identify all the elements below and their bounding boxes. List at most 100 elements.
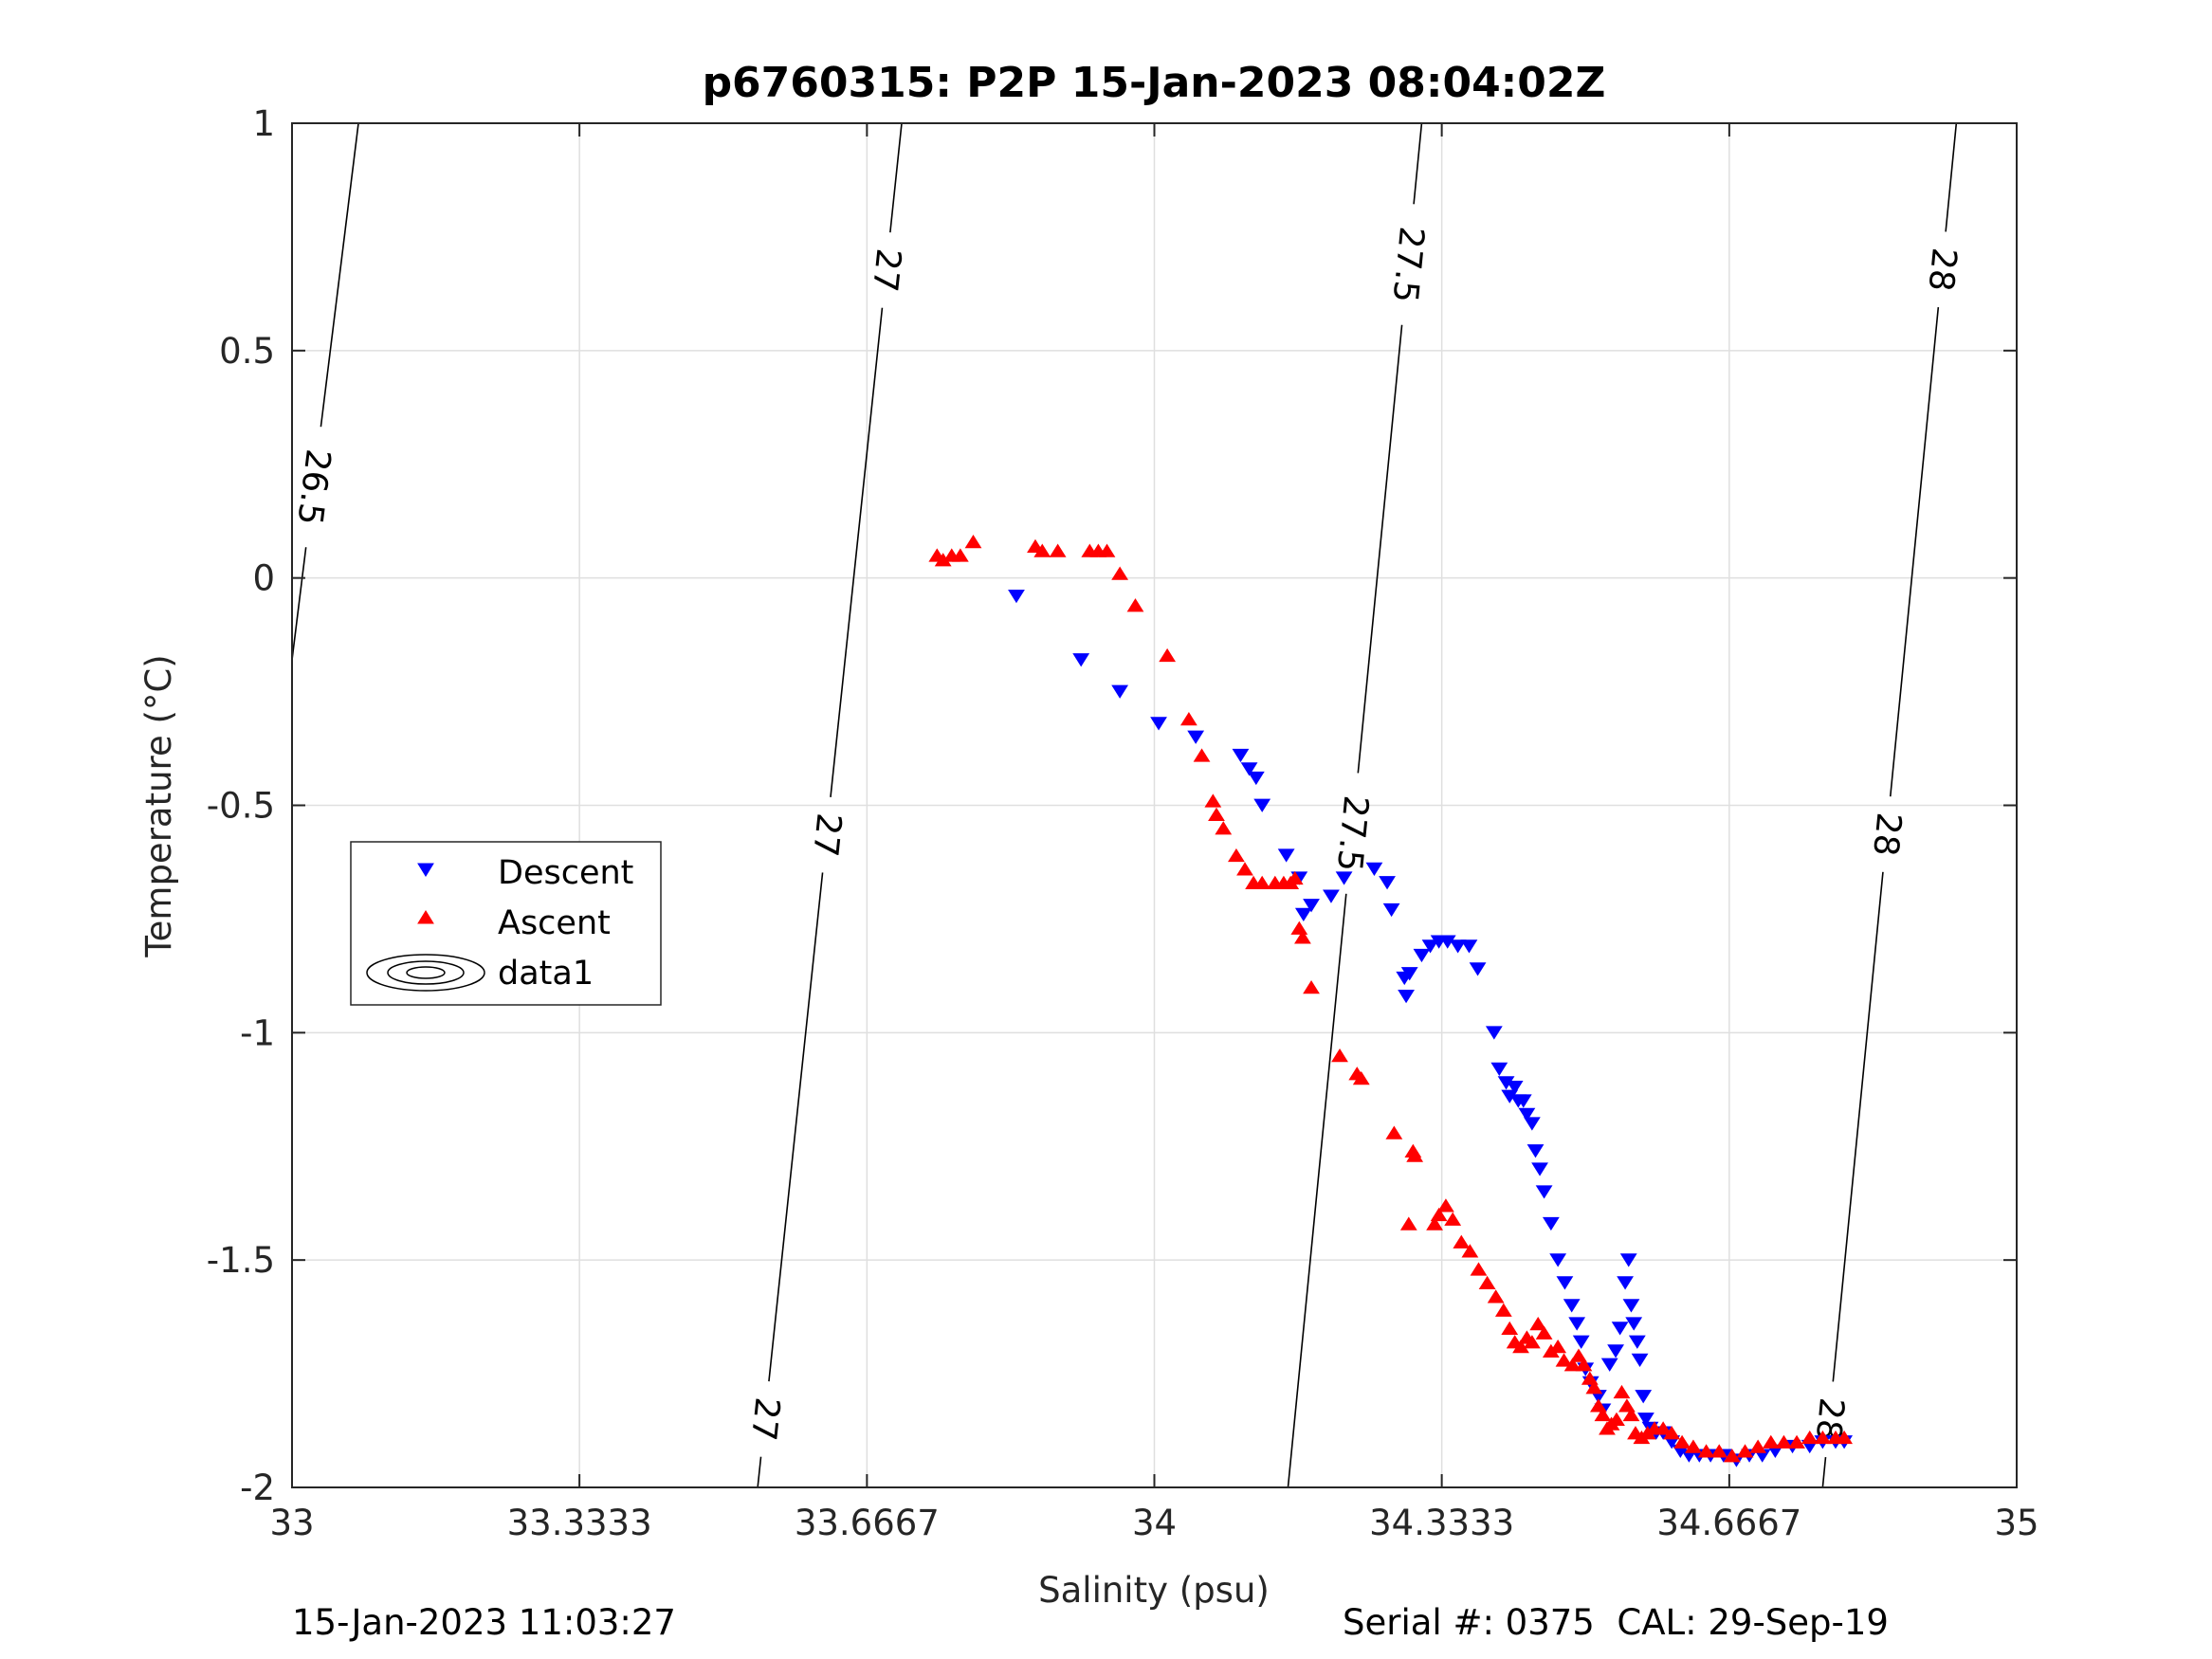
ascent-point xyxy=(1762,1434,1780,1449)
descent-point xyxy=(1247,771,1265,786)
descent-point xyxy=(1187,730,1205,744)
ascent-point xyxy=(1710,1444,1728,1458)
density-contour-segment xyxy=(1945,122,1958,232)
ascent-point xyxy=(1697,1444,1715,1458)
ascent-point xyxy=(1426,1216,1443,1231)
ascent-point xyxy=(1126,598,1144,612)
descent-point xyxy=(1563,1299,1581,1313)
x-axis-ticks: 33 33.3333 33.6667 34 34.3333 34.6667 35 xyxy=(269,123,2039,1543)
y-tick-label: -1.5 xyxy=(207,1240,275,1281)
descent-point xyxy=(1253,798,1271,812)
ascent-point xyxy=(1594,1407,1612,1422)
descent-point xyxy=(1572,1335,1590,1349)
descent-point xyxy=(1294,907,1312,921)
ascent-point xyxy=(1814,1430,1832,1445)
descent-point xyxy=(1072,653,1090,667)
ascent-point xyxy=(964,534,982,549)
ascent-point xyxy=(1555,1353,1573,1367)
descent-point xyxy=(1619,1253,1637,1267)
ascent-point xyxy=(1622,1407,1640,1422)
descent-point xyxy=(1568,1317,1586,1331)
ascent-point xyxy=(1179,712,1197,726)
ascent-point xyxy=(1228,848,1245,863)
x-axis-label: Salinity (psu) xyxy=(1038,1570,1270,1611)
descent-point xyxy=(1421,939,1439,954)
descent-point xyxy=(1526,1144,1545,1158)
footer-serial-cal: Serial #: 0375 CAL: 29-Sep-19 xyxy=(1343,1602,1889,1643)
descent-point xyxy=(1518,1107,1536,1122)
ascent-point xyxy=(1723,1449,1741,1463)
data-points xyxy=(928,534,1854,1468)
density-contour-label: 27 xyxy=(865,246,908,294)
descent-point xyxy=(1490,1062,1508,1077)
density-contour-label: 28 xyxy=(1865,811,1908,858)
x-tick-label: 35 xyxy=(1994,1503,2038,1543)
density-contour-label: 27 xyxy=(805,811,849,859)
ascent-point xyxy=(1836,1430,1854,1445)
x-tick-label: 34 xyxy=(1132,1503,1177,1543)
legend-box xyxy=(350,841,662,1006)
ascent-point xyxy=(1399,1216,1417,1231)
legend-descent-marker xyxy=(417,863,434,877)
density-contour-label: 27.5 xyxy=(1329,793,1376,873)
density-contour-segment xyxy=(1889,306,1940,797)
descent-point xyxy=(1398,990,1415,1004)
descent-point xyxy=(1611,1322,1629,1336)
y-axis-ticks: -2 -1.5 -1 -0.5 0 0.5 1 xyxy=(207,103,2017,1508)
chart-title: p6760315: P2P 15-Jan-2023 08:04:02Z xyxy=(703,59,1606,107)
descent-point xyxy=(1335,871,1353,885)
density-contour-segment xyxy=(768,872,824,1382)
grid-lines xyxy=(292,123,2017,1487)
ascent-point xyxy=(1470,1262,1488,1276)
ascent-point xyxy=(1535,1325,1553,1340)
descent-point xyxy=(1531,1162,1548,1176)
ascent-point xyxy=(1253,875,1271,889)
ascent-point xyxy=(1461,1244,1479,1258)
descent-point xyxy=(1008,589,1025,604)
descent-point xyxy=(1303,899,1320,913)
ascent-point xyxy=(1331,1048,1348,1063)
x-tick-label: 33 xyxy=(269,1503,314,1543)
density-contour-segment xyxy=(830,307,884,797)
y-tick-label: 1 xyxy=(252,103,275,144)
density-contour-segment xyxy=(1413,122,1423,205)
legend: Descent Ascent data1 xyxy=(350,841,662,1006)
descent-point xyxy=(1506,1080,1524,1095)
density-contour-label: 26.5 xyxy=(289,447,338,527)
density-contour-segment xyxy=(1287,893,1347,1488)
ascent-point xyxy=(1501,1321,1519,1336)
density-contour-segment xyxy=(291,547,307,661)
ascent-point xyxy=(1208,807,1225,821)
descent-point xyxy=(1556,1276,1574,1290)
legend-descent-label: Descent xyxy=(498,854,633,892)
ascent-point xyxy=(1453,1234,1471,1249)
descent-point xyxy=(1600,1358,1618,1372)
descent-point xyxy=(1635,1390,1653,1404)
ascent-point xyxy=(1215,821,1233,835)
ascent-point xyxy=(1549,1339,1567,1354)
density-contour-segment xyxy=(1821,1457,1827,1488)
ascent-point xyxy=(1204,793,1222,808)
ascent-point xyxy=(1444,1212,1462,1226)
ascent-point xyxy=(1608,1412,1625,1426)
ascent-point xyxy=(1673,1434,1691,1449)
ascent-point xyxy=(1294,930,1311,944)
ascent-point xyxy=(1159,647,1177,663)
ascent-point xyxy=(1193,748,1211,762)
x-tick-label: 33.6667 xyxy=(795,1503,940,1543)
legend-data1-contour-icon xyxy=(366,954,485,992)
x-tick-label: 34.3333 xyxy=(1369,1503,1514,1543)
ascent-point xyxy=(1033,543,1051,557)
ascent-point xyxy=(1352,1070,1370,1085)
legend-ascent-marker xyxy=(417,910,434,924)
descent-point xyxy=(1469,962,1487,976)
descent-point xyxy=(1607,1344,1624,1358)
footer-timestamp: 15-Jan-2023 11:03:27 xyxy=(292,1602,676,1643)
ascent-point xyxy=(1430,1207,1448,1222)
descent-point xyxy=(1277,848,1295,863)
descent-point xyxy=(1625,1317,1643,1331)
y-tick-label: 0 xyxy=(252,558,275,599)
ascent-point xyxy=(1478,1275,1496,1290)
descent-point xyxy=(1323,889,1340,903)
